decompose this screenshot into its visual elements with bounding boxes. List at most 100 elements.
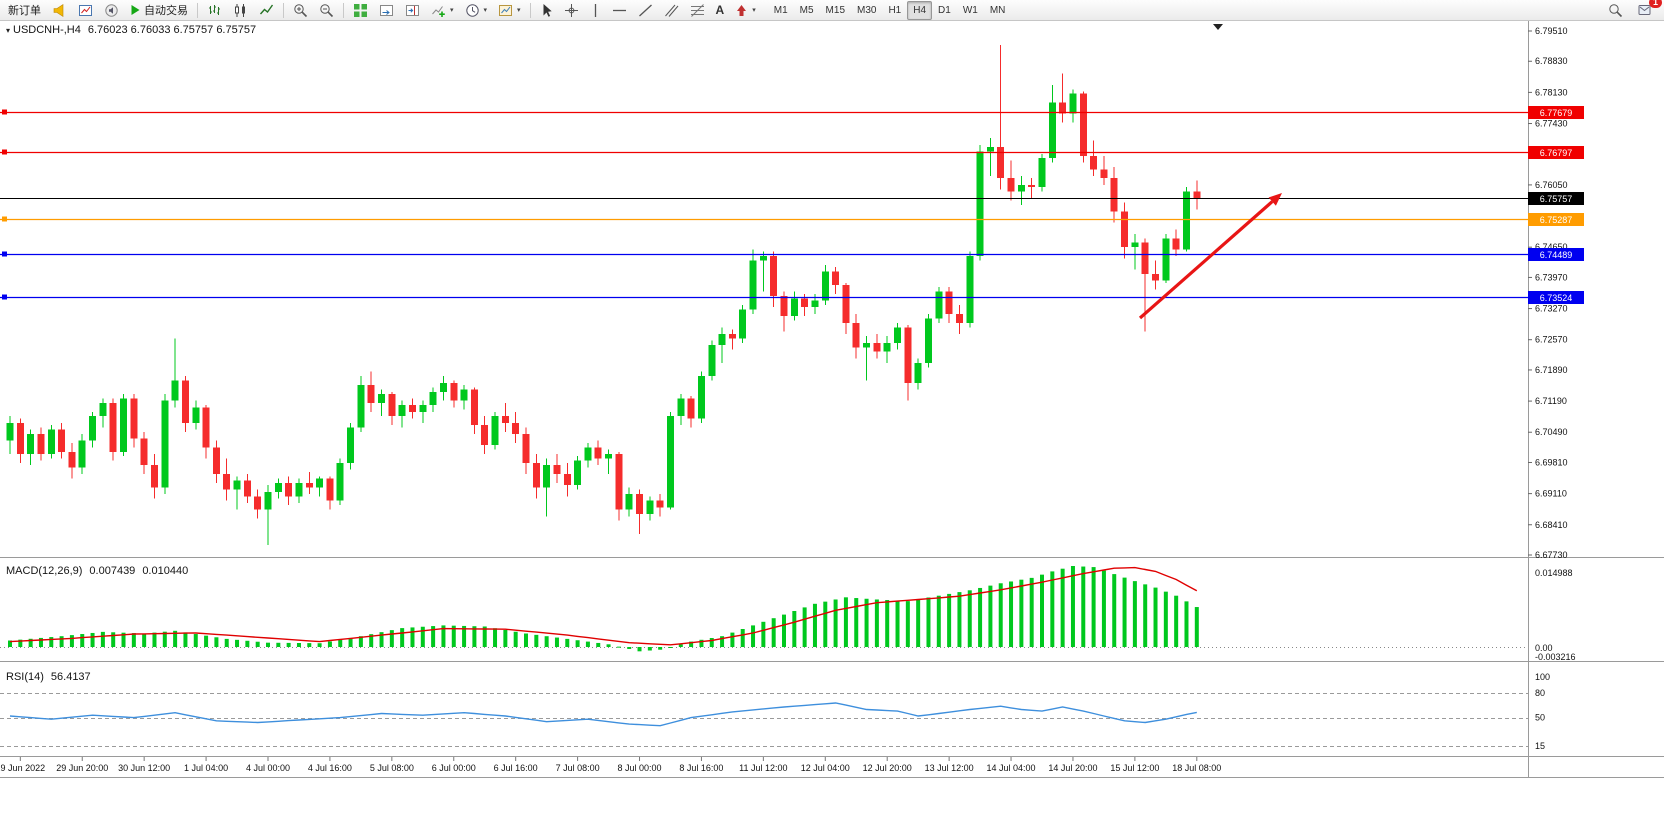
sound-icon — [105, 3, 118, 17]
timeframe-m5-button[interactable]: M5 — [794, 1, 820, 20]
zoom-in-button[interactable] — [288, 0, 313, 20]
candle-body — [1079, 93, 1087, 156]
macd-scale-min: -0.003216 — [1535, 652, 1576, 662]
templates-button[interactable]: ▾ — [493, 0, 526, 20]
trend-arrow-annotation[interactable] — [1138, 193, 1282, 320]
chart-shift-button[interactable] — [400, 0, 425, 20]
search-button[interactable] — [1603, 0, 1628, 20]
timeframe-label: MN — [989, 4, 1006, 16]
macd-histogram-bar — [317, 643, 322, 647]
candle-body — [1048, 102, 1056, 159]
timeframe-label: H1 — [888, 4, 902, 16]
horizontal-line-tool-button[interactable] — [607, 0, 632, 20]
macd-histogram-bar — [482, 626, 487, 647]
macd-histogram-bar — [441, 625, 446, 647]
candle-body — [460, 389, 468, 401]
chart-menu-icon[interactable]: ▾ — [6, 26, 11, 35]
channel-tool-button[interactable] — [659, 0, 684, 20]
candle-body — [130, 398, 138, 439]
macd-histogram-bar — [80, 634, 85, 647]
timeframe-m15-button[interactable]: M15 — [820, 1, 851, 20]
open-chart-button[interactable] — [73, 0, 98, 20]
trendline-tool-button[interactable] — [633, 0, 658, 20]
chart-shift-marker[interactable] — [1213, 24, 1223, 30]
zoom-out-button[interactable] — [314, 0, 339, 20]
crosshair-tool-button[interactable] — [559, 0, 584, 20]
rsi-indicator-label: RSI(14) 56.4137 — [6, 671, 91, 683]
macd-histogram-bar — [751, 625, 756, 647]
macd-histogram-bar — [1132, 581, 1137, 647]
timeframe-m30-button[interactable]: M30 — [851, 1, 882, 20]
candle-body — [120, 398, 128, 452]
autotrading-button[interactable]: 自动交易 — [125, 0, 193, 20]
candle-body — [615, 454, 623, 510]
macd-signal-value: 0.010440 — [142, 565, 189, 577]
cursor-tool-button[interactable] — [535, 0, 558, 20]
chart-shift-marker[interactable] — [1213, 24, 1223, 30]
hline-handle[interactable] — [2, 149, 7, 155]
new-order-button[interactable]: 新订单 — [3, 0, 46, 20]
fibonacci-tool-button[interactable] — [685, 0, 710, 20]
candle-body — [99, 402, 107, 417]
candle-body — [904, 327, 912, 383]
hline-handle[interactable] — [2, 251, 7, 257]
candle-body — [212, 447, 220, 475]
candle-body — [532, 462, 540, 488]
timeframe-label: M30 — [857, 4, 877, 16]
chart-canvas[interactable]: 6.79510 6.78830 6.78130 6.77430 6.76050 6.746… — [0, 21, 1664, 779]
vertical-line-tool-button[interactable] — [585, 0, 606, 20]
timeframe-d1-button[interactable]: D1 — [932, 1, 957, 20]
indicators-button[interactable]: ▾ — [426, 0, 459, 20]
macd-histogram-bar — [49, 637, 54, 647]
candle-body — [439, 382, 447, 392]
time-axis-label: 18 Jul 08:00 — [1172, 763, 1221, 773]
macd-histogram-bar — [668, 647, 673, 648]
macd-histogram-bar — [503, 629, 508, 647]
line-chart-button[interactable] — [254, 0, 279, 20]
rsi-scale-label: 15 — [1535, 741, 1545, 751]
macd-histogram-bar — [214, 637, 219, 647]
bar-chart-button[interactable] — [202, 0, 227, 20]
hline-handle[interactable] — [2, 109, 7, 115]
svg-text:6.67730: 6.67730 — [1535, 550, 1568, 560]
candle-body — [677, 398, 685, 417]
candle-body — [1172, 238, 1180, 250]
arrows-tool-button[interactable]: ▾ — [730, 0, 761, 20]
time-axis[interactable]: 29 Jun 2022 29 Jun 20:00 30 Jun 12:00 1 Jul… — [0, 757, 1221, 773]
macd-histogram-bar — [100, 631, 105, 647]
timeframe-w1-button[interactable]: W1 — [957, 1, 984, 20]
timeframe-h1-button[interactable]: H1 — [882, 1, 907, 20]
price-axis[interactable]: 6.79510 6.78830 6.78130 6.77430 6.76050 6.746… — [1528, 26, 1568, 560]
timeframe-h4-button[interactable]: H4 — [907, 0, 933, 20]
tile-windows-button[interactable] — [348, 0, 373, 20]
macd-histogram-bar — [658, 647, 663, 650]
rsi-scale-label: 80 — [1535, 688, 1545, 698]
macd-histogram-bar — [131, 633, 136, 647]
periods-button[interactable]: ▾ — [460, 0, 493, 20]
hline-handle[interactable] — [2, 216, 7, 222]
price-label-text: 6.73524 — [1540, 293, 1573, 303]
tile-windows-icon — [354, 3, 367, 17]
sound-button[interactable] — [99, 0, 124, 20]
rsi-line — [9, 702, 1197, 727]
macd-histogram-bar — [379, 632, 384, 647]
price-label-box — [1528, 146, 1584, 159]
auto-scroll-button[interactable] — [374, 0, 399, 20]
horizontal-lines[interactable]: 6.77679 6.76797 6.75757 6.75287 6.74489 6.735… — [0, 106, 1584, 304]
candle-body — [646, 500, 654, 515]
toolbar-separator — [283, 2, 284, 18]
notifications-button[interactable]: 1 — [1632, 0, 1662, 20]
macd-histogram-bar — [224, 638, 229, 647]
svg-text:6.73270: 6.73270 — [1535, 304, 1568, 314]
svg-text:6.68410: 6.68410 — [1535, 520, 1568, 530]
candle-body — [739, 309, 747, 339]
hline-handle[interactable] — [2, 294, 7, 300]
timeframe-m1-button[interactable]: M1 — [768, 1, 794, 20]
candle-body — [264, 491, 272, 510]
price-label-box — [1528, 106, 1584, 119]
candlestick-chart-button[interactable] — [228, 0, 253, 20]
news-button[interactable] — [47, 0, 72, 20]
timeframe-mn-button[interactable]: MN — [984, 1, 1012, 20]
macd-histogram-bar — [327, 641, 332, 647]
text-tool-button[interactable]: A — [711, 0, 730, 20]
